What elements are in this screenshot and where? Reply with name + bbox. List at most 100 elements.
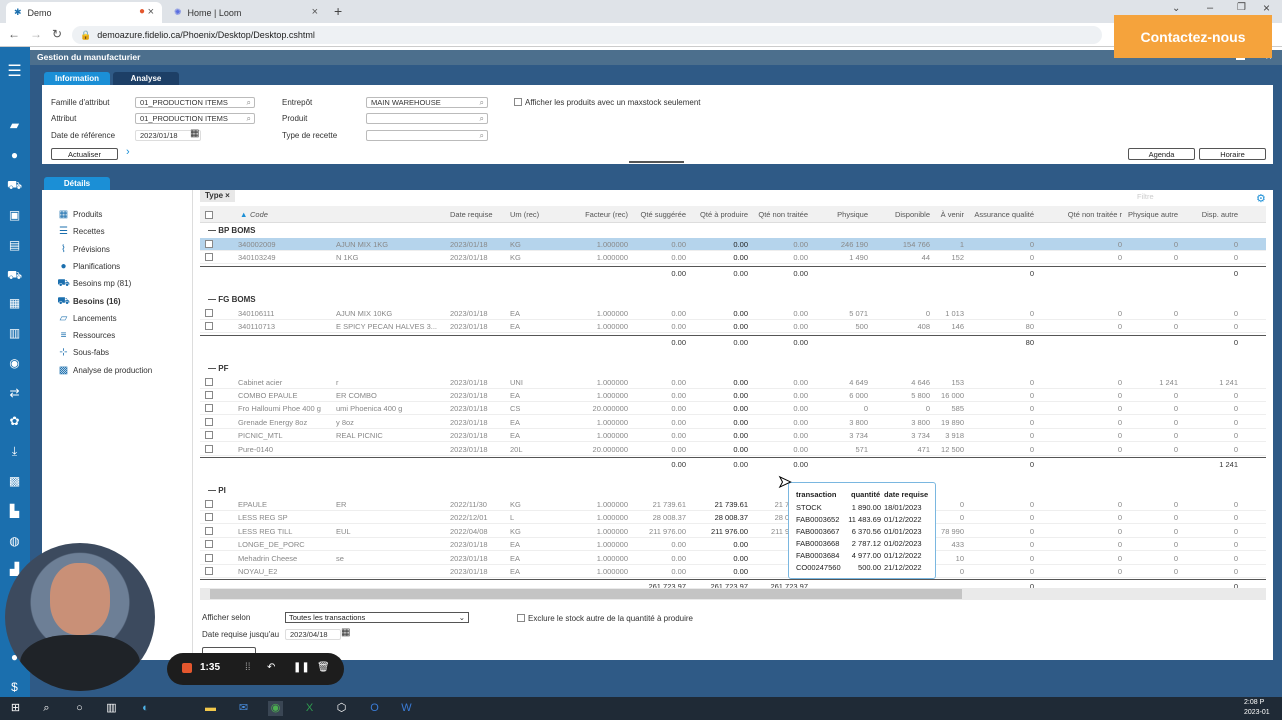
undo-icon[interactable]: ↶ <box>267 662 276 673</box>
table-row[interactable]: Mehadrin Cheese se 2023/01/18 EA 1.000000 0.0… <box>200 552 1266 565</box>
table-row[interactable]: 340002009 AJUN MIX 1KG 2023/01/18 KG 1.00000… <box>200 238 1266 251</box>
gear-icon[interactable]: ⚙ <box>1256 193 1266 205</box>
row-checkbox[interactable] <box>205 377 213 386</box>
back-icon[interactable]: ← <box>8 27 20 41</box>
column-header[interactable]: Qté à produire <box>700 210 748 219</box>
outlook-icon[interactable]: O <box>370 702 379 714</box>
table-row[interactable]: LESS REG SP 2022/12/01 L 1.000000 28 008.37 2… <box>200 511 1266 525</box>
close-window-icon[interactable]: × <box>1263 1 1271 15</box>
table-row[interactable]: Fro Halloumi Phoe 400 g umi Phoenica 400 … <box>200 402 1266 416</box>
browser-tab-demo[interactable]: ✱ Demo ● × <box>6 2 162 23</box>
date-ref-field[interactable]: 2023/01/18 <box>135 130 201 141</box>
explorer-icon[interactable]: ▬ <box>205 702 216 714</box>
excel-icon[interactable]: X <box>305 702 314 714</box>
shopping-cart-icon[interactable]: ⛟ <box>7 268 23 282</box>
row-checkbox[interactable] <box>205 500 213 508</box>
column-header[interactable]: À venir <box>940 210 964 219</box>
row-checkbox[interactable] <box>205 513 213 522</box>
table-row[interactable]: 340110713 E SPICY PECAN HALVES 3... 2023/0… <box>200 320 1266 334</box>
row-checkbox[interactable] <box>205 567 213 575</box>
table-row[interactable]: Grenade Energy 8oz y 8oz 2023/01/18 EA 1.000… <box>200 416 1266 429</box>
stop-record-button[interactable] <box>182 663 192 673</box>
hamburger-menu-icon[interactable]: ☰ <box>7 63 22 80</box>
forward-icon[interactable]: → <box>30 27 42 41</box>
cortana-icon[interactable]: ○ <box>76 702 83 714</box>
famille-field[interactable]: 01_PRODUCTION ITEMS ⌕ <box>135 97 255 108</box>
tree-item[interactable]: ▩ Analyse de production <box>57 365 152 376</box>
column-header[interactable]: Facteur (rec) <box>585 210 628 219</box>
search-icon[interactable]: ⌕ <box>246 98 251 107</box>
produit-field[interactable]: ⌕ <box>366 113 488 124</box>
tree-item[interactable]: ⛟ Besoins mp (81) <box>57 278 131 289</box>
agenda-button[interactable]: Agenda <box>1128 148 1195 160</box>
column-header[interactable]: Physique autre <box>1127 210 1178 219</box>
date-jusqu-field[interactable]: 2023/04/18 <box>285 629 341 640</box>
drag-handle-icon[interactable]: ⁞⁞ <box>245 662 251 673</box>
truck-icon[interactable]: ▰ <box>9 118 20 132</box>
tab-analyse[interactable]: Analyse <box>113 72 179 85</box>
chat-icon[interactable]: ◉ <box>9 356 20 370</box>
group-chip-type[interactable]: Type × <box>200 190 235 202</box>
edge-icon[interactable]: ◐ <box>142 702 149 714</box>
remove-group-icon[interactable]: × <box>225 191 230 200</box>
table-row[interactable]: EPAULE ER 2022/11/30 KG 1.000000 21 739.61 21 … <box>200 498 1266 511</box>
windows-start-icon[interactable]: ⊞ <box>10 702 21 714</box>
tree-item[interactable]: ▦ Produits <box>57 209 103 220</box>
search-icon[interactable]: ⌕ <box>246 114 251 123</box>
row-checkbox[interactable] <box>205 308 213 317</box>
row-checkbox[interactable] <box>205 240 213 248</box>
transfer-icon[interactable]: ⇄ <box>9 386 20 400</box>
new-tab-icon[interactable]: + <box>334 3 343 19</box>
maximize-icon[interactable]: ❐ <box>1237 2 1246 13</box>
table-row[interactable]: NOYAU_E22023/01/18EA1.0000000.000.000.00… <box>200 565 1266 578</box>
search-icon[interactable]: ⌕ <box>479 98 484 107</box>
table-row[interactable]: 340106111 AJUN MIX 10KG 2023/01/18 EA 1.0000… <box>200 307 1266 320</box>
factory-icon[interactable]: ▙ <box>9 504 20 518</box>
table-row[interactable]: LONGE_DE_PORC 2023/01/18 EA 1.000000 0.00 0.0… <box>200 538 1266 552</box>
user-icon[interactable]: ● <box>10 650 19 664</box>
chevron-right-icon[interactable]: › <box>126 146 130 158</box>
pause-icon[interactable]: ❚❚ <box>293 662 310 673</box>
group-header[interactable]: — PF <box>208 363 229 373</box>
column-header[interactable]: Qté non traitée r <box>1067 210 1122 219</box>
search-icon[interactable]: ⌕ <box>479 114 484 123</box>
scrollbar-thumb[interactable] <box>210 589 962 599</box>
column-header[interactable]: Date requise <box>450 210 493 219</box>
tree-item[interactable]: ● Planifications <box>57 261 120 272</box>
minimize-icon[interactable]: – <box>1207 2 1214 14</box>
table-row[interactable]: COMBO EPAULE ER COMBO 2023/01/18 EA 1.000000… <box>200 389 1266 402</box>
row-checkbox[interactable] <box>205 253 213 262</box>
maxstock-checkbox[interactable] <box>514 98 522 106</box>
row-checkbox[interactable] <box>205 404 213 413</box>
row-checkbox[interactable] <box>205 553 213 562</box>
close-tab-icon[interactable]: × <box>147 6 154 18</box>
tree-item[interactable]: ▱ Lancements <box>57 313 117 324</box>
webcam-bubble[interactable] <box>5 543 155 691</box>
table-row[interactable]: Cabinet acier r 2023/01/18 UNI 1.000000 0.00 0… <box>200 376 1266 389</box>
reload-icon[interactable]: ↻ <box>52 27 63 41</box>
exclure-checkbox[interactable] <box>517 614 525 622</box>
row-checkbox[interactable] <box>205 417 213 426</box>
column-header[interactable]: Disponible <box>894 210 930 219</box>
close-tab-icon[interactable]: × <box>311 6 318 18</box>
search-icon[interactable]: ⌕ <box>43 702 50 714</box>
contact-us-button[interactable]: Contactez-nous <box>1114 15 1272 58</box>
column-header[interactable]: Disp. autre <box>1201 210 1238 219</box>
report-icon[interactable]: ▟ <box>9 562 20 576</box>
dollar-icon[interactable]: $ <box>11 680 18 694</box>
message-icon[interactable]: ◍ <box>9 534 20 548</box>
group-header[interactable]: — BP BOMS <box>208 226 256 235</box>
calendar-icon[interactable]: ▦ <box>341 627 351 638</box>
tree-item[interactable]: ☰ Recettes <box>57 226 105 237</box>
afficher-select[interactable]: Toutes les transactions ⌄ <box>285 612 469 623</box>
apps-icon[interactable]: ▩ <box>8 474 21 488</box>
filter-input[interactable]: Filtre <box>1137 192 1154 201</box>
row-checkbox[interactable] <box>205 540 213 549</box>
column-header[interactable]: Um (rec) <box>510 210 540 219</box>
calendar-icon[interactable]: ▦ <box>190 128 200 139</box>
group-header[interactable]: — FG BOMS <box>208 294 256 304</box>
search-icon[interactable]: ⌕ <box>479 131 484 140</box>
tab-details[interactable]: Détails <box>44 177 110 190</box>
sort-asc-icon[interactable]: ▲ <box>240 210 248 219</box>
row-checkbox[interactable] <box>205 444 213 453</box>
